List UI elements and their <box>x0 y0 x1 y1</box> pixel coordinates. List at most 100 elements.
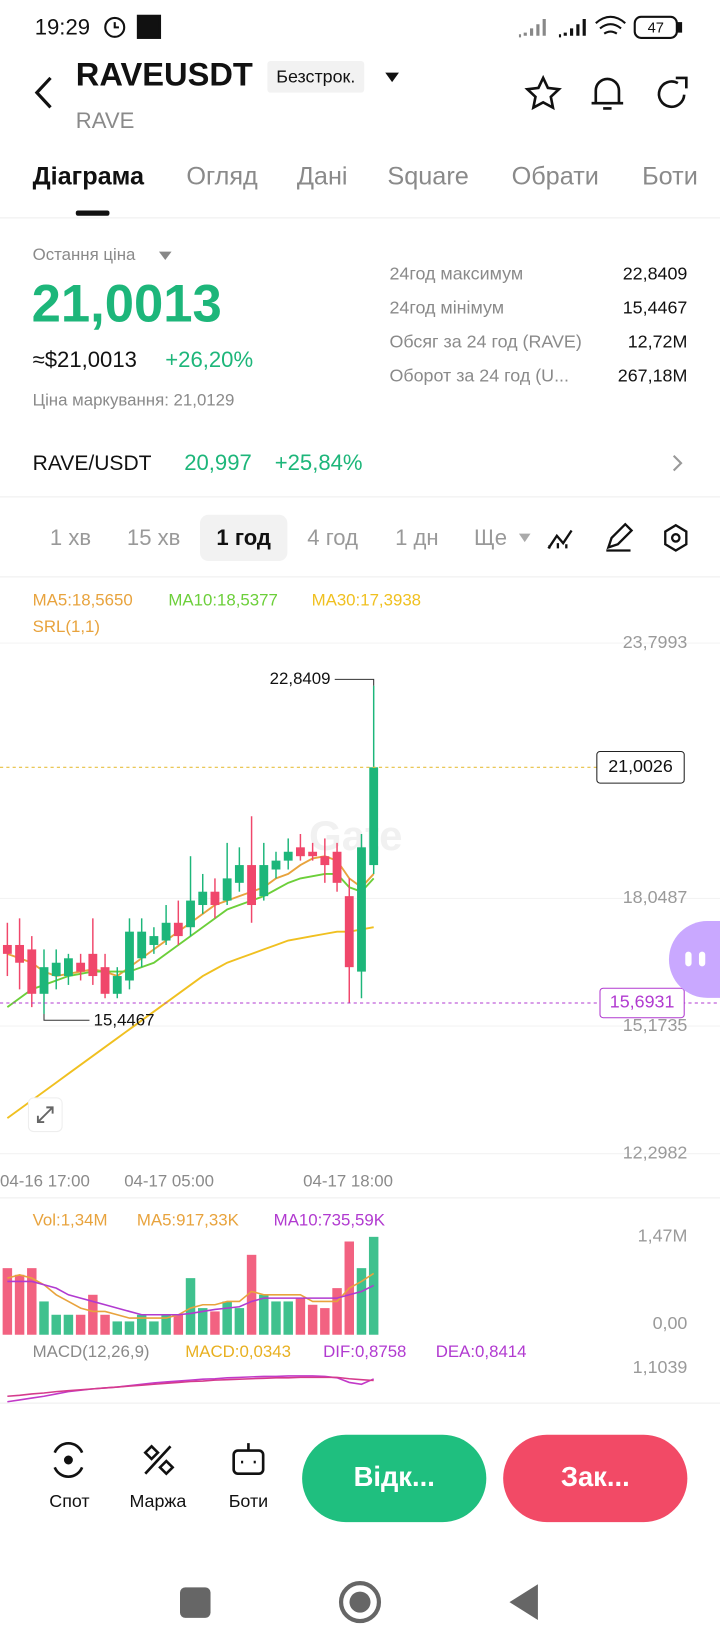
chevron[interactable] <box>672 455 683 472</box>
tab[interactable]: Боти <box>642 163 698 191</box>
indicators[interactable] <box>547 529 573 550</box>
open-button[interactable] <box>302 1434 487 1523</box>
candle-body <box>64 958 73 977</box>
timeframe-selected <box>200 514 288 562</box>
stat-label: 24год максимум <box>389 263 523 283</box>
timeframe[interactable]: 15 хв <box>127 525 181 550</box>
volume-ma-line <box>7 1280 375 1316</box>
candle-body <box>344 896 354 968</box>
volume-bar <box>246 1254 257 1335</box>
volume-bar <box>88 1294 98 1335</box>
srl-tag <box>599 987 685 1019</box>
vol-legend: Vol:1,34M <box>33 1211 108 1230</box>
share[interactable] <box>657 76 688 109</box>
timeframe[interactable]: 4 год <box>307 525 358 550</box>
srl-label: 15,6931 <box>610 992 675 1012</box>
expand-icon <box>36 1106 54 1124</box>
candle-body <box>15 944 24 963</box>
watermark: Gate <box>309 812 403 859</box>
bubble-eye <box>685 951 692 967</box>
close-label[interactable]: Зак... <box>561 1461 630 1492</box>
candle-body <box>149 936 159 945</box>
dropdown[interactable] <box>158 251 172 260</box>
timeframe[interactable]: 1 дн <box>395 525 439 550</box>
candle-body <box>173 922 183 937</box>
draw[interactable] <box>606 522 634 552</box>
nav-recent[interactable] <box>180 1587 211 1618</box>
stats: 24год максимум 22,8409 24год мінімум 15,446… <box>389 263 687 385</box>
volume-bar <box>307 1304 318 1335</box>
assistant-bubble[interactable] <box>668 921 720 998</box>
contract-type[interactable]: Безстрок. <box>276 67 355 87</box>
volume-bar <box>149 1321 159 1335</box>
vol-ma5-legend: MA5:917,33K <box>137 1211 240 1230</box>
macd-chart: 1,1039 <box>7 1357 688 1403</box>
candle-body <box>332 851 342 883</box>
timeframe[interactable]: 1 год <box>216 525 271 550</box>
favorite[interactable] <box>524 74 562 111</box>
y-tick-label: 0,00 <box>653 1313 688 1333</box>
nav-label[interactable]: Маржа <box>129 1491 186 1511</box>
nav-back[interactable] <box>509 1584 538 1620</box>
time-label: 04-16 17:00 <box>0 1172 90 1191</box>
timeframe[interactable]: Ще <box>474 525 507 550</box>
candle-body <box>76 962 86 972</box>
close-button[interactable] <box>503 1434 688 1523</box>
timeframe[interactable]: 1 хв <box>50 525 91 550</box>
volume-bar <box>222 1301 232 1335</box>
volume-bar <box>198 1308 208 1335</box>
dropdown[interactable] <box>385 72 399 83</box>
alert[interactable] <box>591 77 624 110</box>
y-tick-label: 1,1039 <box>633 1357 688 1377</box>
volume-bar <box>75 1314 86 1335</box>
mark-price: Ціна маркування: 21,0129 <box>33 391 235 410</box>
candle-body <box>125 931 134 981</box>
candle-body <box>137 931 147 959</box>
tab[interactable]: Дані <box>297 163 348 191</box>
volume-bar <box>161 1314 171 1335</box>
nav-label[interactable]: Спот <box>49 1491 89 1511</box>
volume-bar <box>185 1278 196 1335</box>
tab-indicator <box>75 210 110 216</box>
tab[interactable]: Огляд <box>186 163 258 191</box>
tab[interactable]: Діаграма <box>33 163 145 191</box>
low-marker <box>43 1013 90 1021</box>
pair-change: +25,84% <box>275 450 363 475</box>
badge[interactable] <box>267 61 365 93</box>
bots-icon[interactable] <box>232 1449 265 1475</box>
volume-bar <box>100 1314 110 1335</box>
macd-line <box>7 1375 375 1403</box>
dropdown[interactable] <box>518 533 531 543</box>
high-marker <box>334 678 375 686</box>
back-button[interactable] <box>34 76 52 109</box>
stat-value: 15,4467 <box>623 297 688 317</box>
price-change: +26,20% <box>165 347 253 372</box>
volume-bar <box>2 1268 13 1335</box>
open-label[interactable]: Відк... <box>354 1461 435 1492</box>
nav-home[interactable] <box>338 1581 382 1624</box>
pair[interactable]: RAVE/USDT <box>33 452 152 475</box>
candle-body <box>296 847 305 857</box>
stat-label: Обсяг за 24 год (RAVE) <box>389 331 581 351</box>
volume-bar <box>320 1308 330 1335</box>
y-tick-label: 18,0487 <box>623 887 688 907</box>
y-tick-label: 12,2982 <box>623 1142 688 1162</box>
margin-icon[interactable] <box>143 1444 175 1476</box>
nav-label[interactable]: Боти <box>229 1491 268 1511</box>
tab[interactable]: Обрати <box>512 163 599 191</box>
volume-bar <box>136 1314 147 1335</box>
srl-legend: SRL(1,1) <box>33 617 100 636</box>
settings[interactable] <box>664 523 688 552</box>
volume-bar <box>27 1268 37 1335</box>
header-icons <box>524 74 688 111</box>
tab[interactable]: Square <box>387 163 468 191</box>
volume-bar <box>271 1301 281 1335</box>
spot-icon[interactable] <box>53 1442 84 1478</box>
y-tick-label: 15,1735 <box>623 1015 688 1035</box>
high-label: 22,8409 <box>270 669 331 688</box>
last-price: 21,0013 <box>32 274 222 333</box>
pair-price: 20,997 <box>184 450 252 475</box>
candle-body <box>259 865 269 897</box>
candle-body <box>39 967 49 994</box>
